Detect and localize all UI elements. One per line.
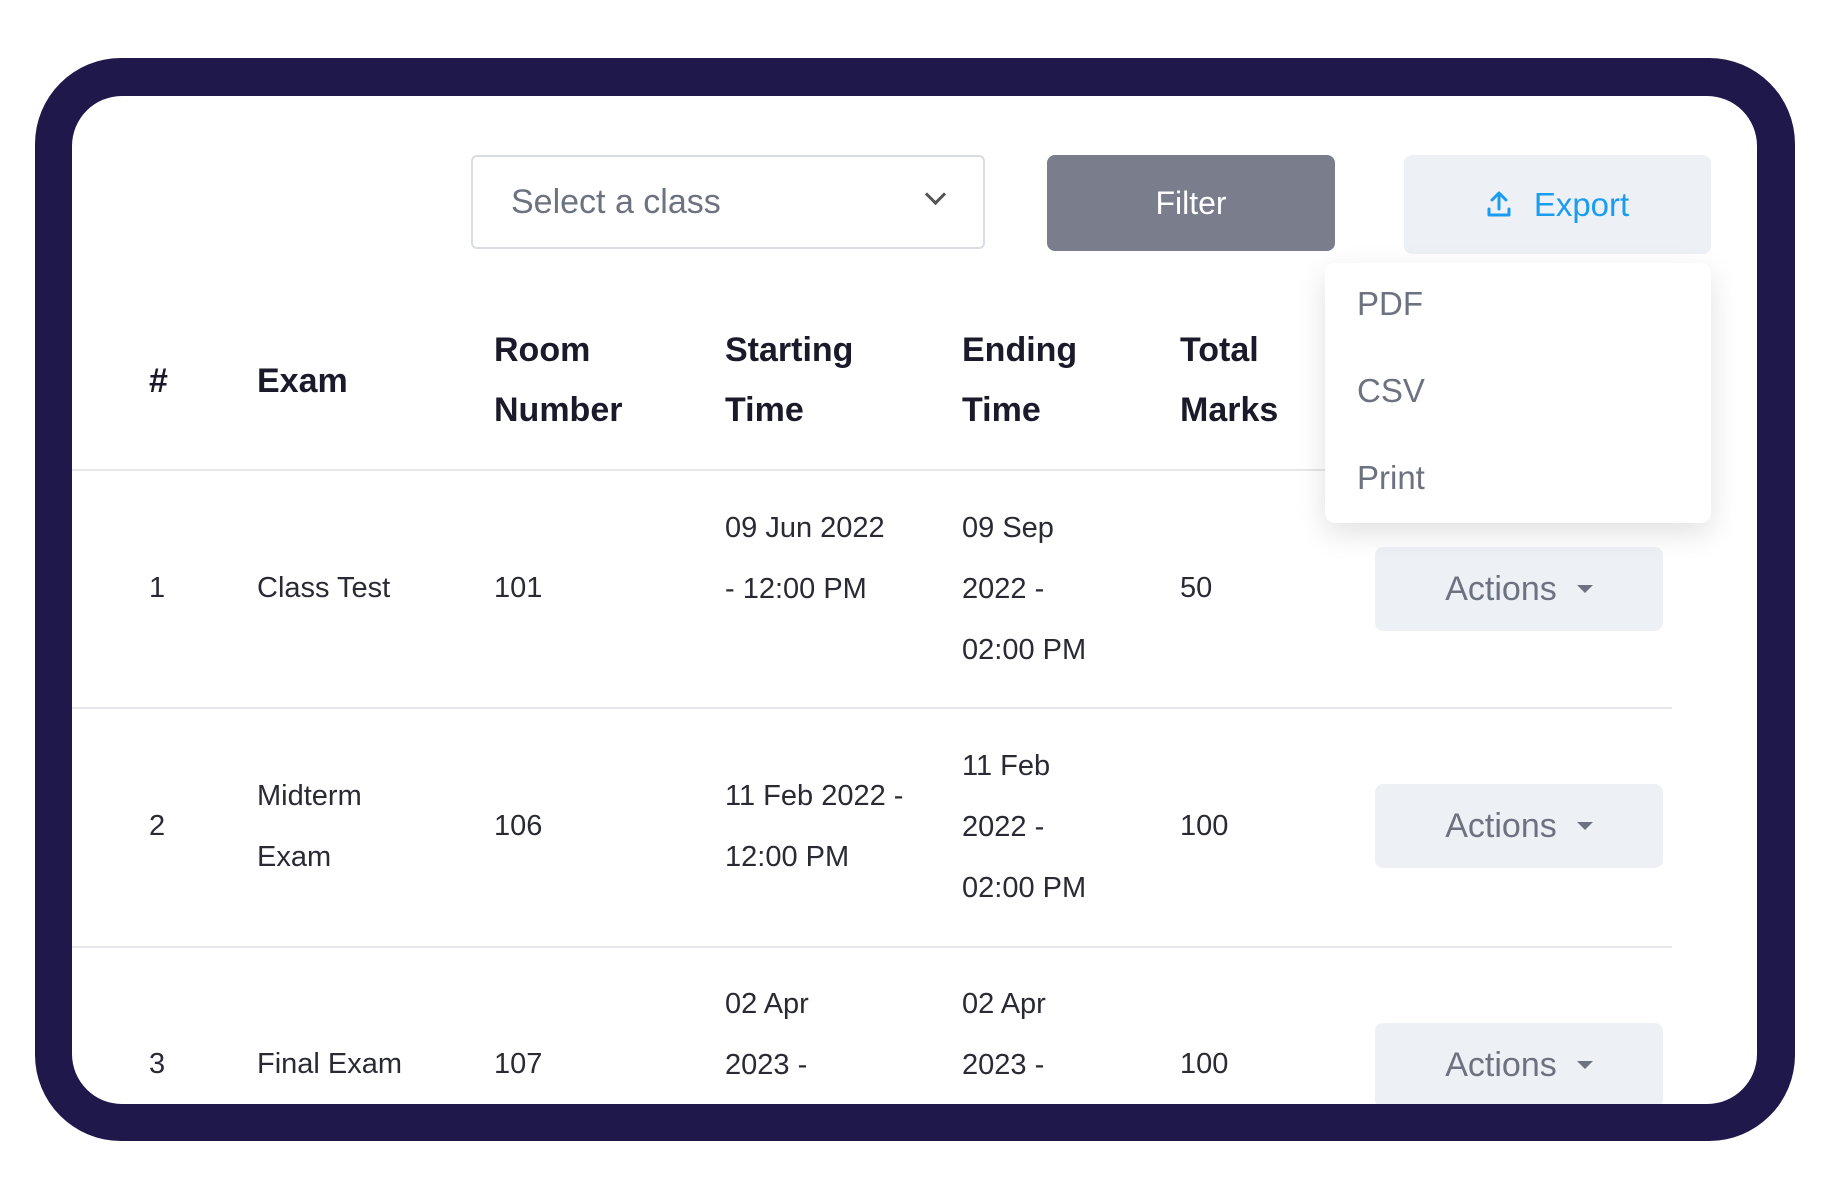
actions-button[interactable]: Actions	[1375, 547, 1663, 631]
cell-exam: Final Exam	[257, 1048, 403, 1080]
caret-down-icon	[1576, 585, 1593, 593]
cell-start: 11 Feb 2022 - 12:00 PM	[725, 780, 904, 873]
cell-number: 2	[149, 810, 166, 842]
header-start: Starting Time	[725, 331, 854, 429]
cell-marks: 100	[1180, 1048, 1229, 1080]
chevron-down-icon	[924, 183, 947, 206]
row-divider	[72, 946, 1672, 948]
cell-room: 106	[494, 810, 543, 842]
cell-end: 11 Feb 2022 - 02:00 PM	[962, 750, 1087, 904]
page-content: Select a class Filter Export PDF CSV Pri…	[72, 96, 1757, 1104]
cell-exam: Midterm Exam	[257, 780, 362, 873]
cell-end: 09 Sep 2022 - 02:00 PM	[962, 512, 1087, 666]
class-select-placeholder: Select a class	[511, 182, 721, 221]
caret-down-icon	[1576, 1061, 1593, 1069]
header-divider	[72, 469, 1325, 471]
cell-exam: Class Test	[257, 572, 391, 604]
export-menu: PDF CSV Print	[1325, 263, 1711, 523]
cell-marks: 50	[1180, 572, 1213, 604]
filter-button[interactable]: Filter	[1047, 155, 1335, 251]
menu-item-print[interactable]: Print	[1357, 459, 1425, 496]
cell-marks: 100	[1180, 810, 1229, 842]
upload-icon	[1487, 191, 1511, 216]
actions-button[interactable]: Actions	[1375, 784, 1663, 868]
actions-label: Actions	[1445, 806, 1557, 845]
row-divider	[72, 707, 1672, 709]
header-number: #	[149, 362, 168, 400]
cell-start: 02 Apr 2023 -	[725, 988, 809, 1081]
menu-item-csv[interactable]: CSV	[1357, 372, 1425, 409]
actions-label: Actions	[1445, 569, 1557, 608]
header-exam: Exam	[257, 362, 348, 400]
header-room: Room Number	[494, 331, 623, 429]
cell-number: 1	[149, 572, 166, 604]
cell-room: 107	[494, 1048, 543, 1080]
class-select[interactable]: Select a class	[471, 155, 985, 249]
export-label: Export	[1533, 185, 1630, 223]
header-marks: Total Marks	[1180, 331, 1279, 429]
cell-end: 02 Apr 2023 -	[962, 988, 1046, 1081]
export-button[interactable]: Export	[1404, 155, 1711, 254]
cell-start: 09 Jun 2022 - 12:00 PM	[725, 512, 885, 605]
menu-item-pdf[interactable]: PDF	[1357, 285, 1423, 322]
actions-button[interactable]: Actions	[1375, 1023, 1663, 1104]
header-end: Ending Time	[962, 331, 1078, 429]
caret-down-icon	[1576, 822, 1593, 830]
actions-label: Actions	[1445, 1045, 1557, 1084]
cell-room: 101	[494, 572, 543, 604]
cell-number: 3	[149, 1048, 166, 1080]
